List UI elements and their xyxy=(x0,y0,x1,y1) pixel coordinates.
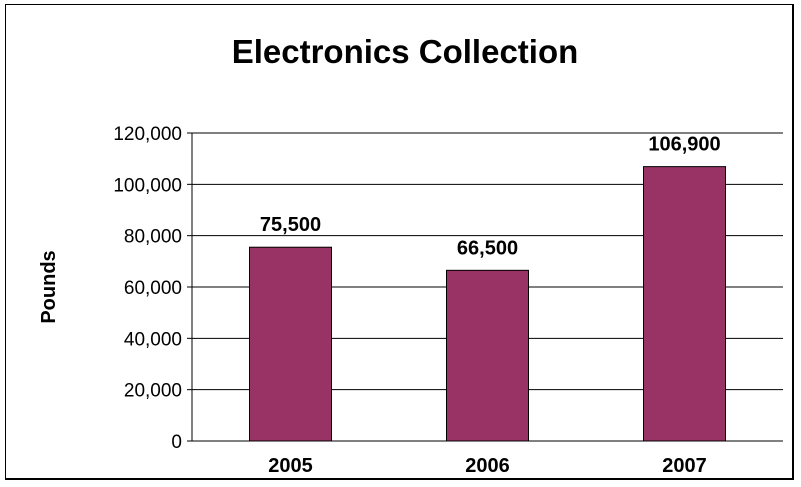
data-label-2007: 106,900 xyxy=(648,134,720,156)
x-tick-label-2005: 2005 xyxy=(268,455,313,477)
bar-2005 xyxy=(249,246,332,442)
data-labels: 75,500 66,500 106,900 xyxy=(260,134,721,260)
x-tick-labels: 2005 2006 2007 xyxy=(268,455,707,477)
axes xyxy=(187,132,783,442)
y-tick-label-1: 20,000 xyxy=(124,381,182,402)
data-label-2006: 66,500 xyxy=(457,237,518,259)
data-label-2005: 75,500 xyxy=(260,214,321,236)
y-tick-label-6: 120,000 xyxy=(113,124,182,145)
bars xyxy=(249,166,726,442)
chart-title: Electronics Collection xyxy=(232,33,579,70)
y-tick-label-3: 60,000 xyxy=(124,278,182,299)
x-tick-label-2006: 2006 xyxy=(465,455,510,477)
y-tick-label-2: 40,000 xyxy=(124,329,182,350)
y-tick-labels: 0 20,000 40,000 60,000 80,000 100,000 120,000 xyxy=(113,124,182,453)
y-tick-label-0: 0 xyxy=(171,432,182,453)
bar-2006 xyxy=(446,269,529,442)
x-tick-label-2007: 2007 xyxy=(662,455,707,477)
y-tick-label-4: 80,000 xyxy=(124,227,182,248)
y-tick-label-5: 100,000 xyxy=(113,175,182,196)
bar-2007 xyxy=(643,166,726,442)
y-axis-label: Pounds xyxy=(38,250,60,323)
